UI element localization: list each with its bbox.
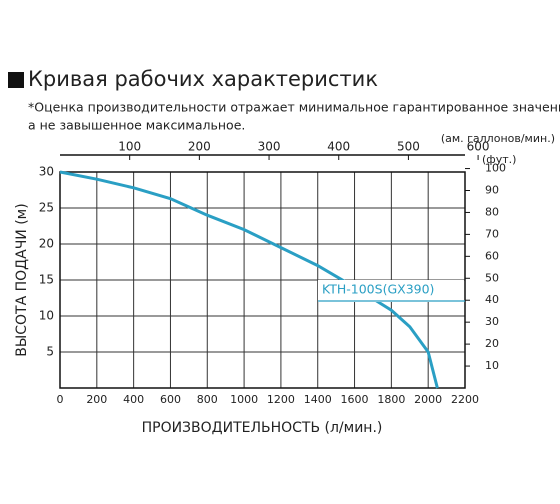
y2-tick-label: 70 — [485, 227, 499, 240]
y-tick-label: 25 — [39, 201, 54, 215]
y2-tick-label: 50 — [485, 271, 499, 284]
x-tick-label: 1800 — [377, 393, 405, 406]
x2-axis-label: (ам. галлонов/мин.) — [441, 132, 555, 145]
y2-tick-label: 90 — [485, 183, 499, 196]
x-tick-label: 400 — [123, 393, 144, 406]
y-tick-label: 20 — [39, 237, 54, 251]
x2-tick-label: 200 — [188, 140, 211, 154]
title-marker — [8, 72, 24, 88]
y2-axis-label: (фут.) — [482, 153, 516, 166]
line-series — [59, 170, 439, 389]
x-tick-label: 1200 — [267, 393, 295, 406]
x2-tick-label: 400 — [327, 140, 350, 154]
y2-tick-label: 80 — [485, 205, 499, 218]
y-axis-label: ВЫСОТА ПОДАЧИ (м) — [14, 203, 30, 356]
y2-tick-label: 20 — [485, 337, 499, 350]
x-axis-label: ПРОИЗВОДИТЕЛЬНОСТЬ (л/мин.) — [142, 420, 383, 436]
series-label: KTH-100S(GX390) — [322, 282, 434, 297]
x-tick-label: 1000 — [230, 393, 258, 406]
y2-tick-label: 100 — [485, 162, 506, 175]
y-tick-label: 5 — [46, 345, 54, 359]
x2-tick-label: 100 — [118, 140, 141, 154]
series-label-bg — [318, 280, 464, 302]
x-tick-label: 0 — [57, 393, 64, 406]
x-tick-label: 2000 — [414, 393, 442, 406]
x-tick-label: 800 — [197, 393, 218, 406]
x-tick-label: 200 — [86, 393, 107, 406]
y-tick-label: 15 — [39, 273, 54, 287]
x-tick-label: 1400 — [304, 393, 332, 406]
y2-tick-label: 10 — [485, 359, 499, 372]
x2-tick-label: 300 — [258, 140, 281, 154]
y2-tick-label: 40 — [485, 293, 499, 306]
y2-tick-label: 30 — [485, 315, 499, 328]
y-tick-label: 10 — [39, 309, 54, 323]
x2-tick-label: 600 — [467, 140, 490, 154]
x2-tick-label: 500 — [397, 140, 420, 154]
y-tick-label: 30 — [39, 165, 54, 179]
x-tick-label: 1600 — [341, 393, 369, 406]
subtitle: *Оценка производительности отражает мини… — [28, 100, 560, 115]
y2-tick-label: 60 — [485, 249, 499, 262]
chart-title: Кривая рабочих характеристик — [28, 67, 378, 91]
plot-frame — [59, 171, 466, 389]
subtitle: а не завышенное максимальное. — [28, 118, 245, 133]
x-tick-label: 600 — [160, 393, 181, 406]
x-tick-label: 2200 — [451, 393, 479, 406]
